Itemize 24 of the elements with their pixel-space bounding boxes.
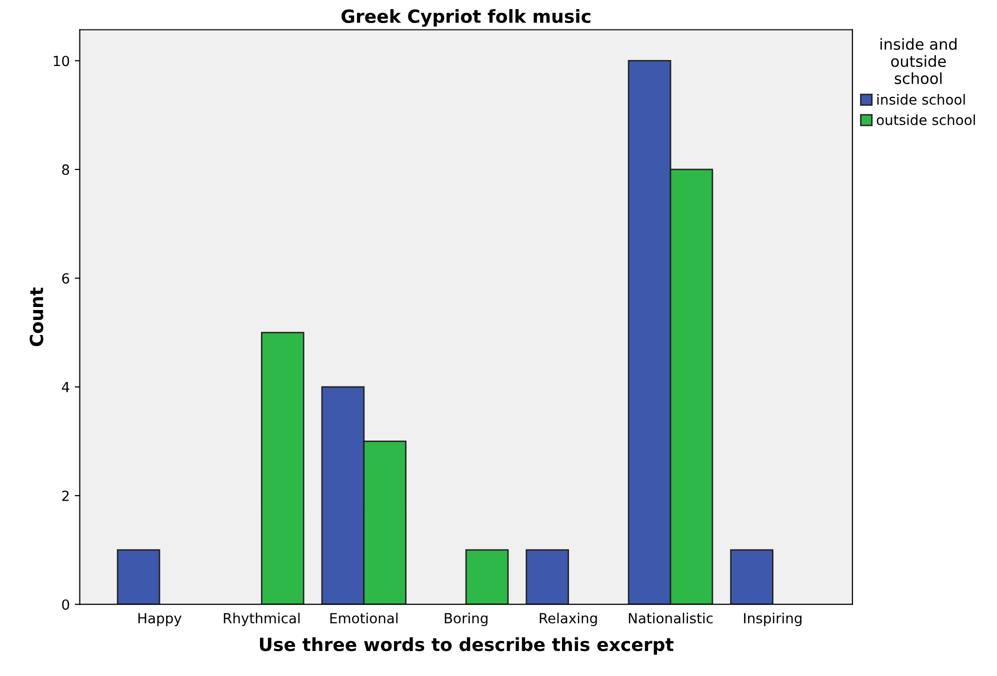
- legend-label: outside school: [876, 114, 975, 126]
- y-axis-title: Count: [30, 287, 44, 346]
- bar: [116, 549, 160, 604]
- y-tick-label: 4: [62, 382, 70, 392]
- y-tick-label: 2: [62, 490, 69, 501]
- x-axis-title: Use three words to describe this excerpt: [260, 637, 674, 655]
- bar: [526, 549, 569, 604]
- x-tick-label: Emotional: [330, 612, 398, 624]
- y-tick-label: 0: [62, 599, 70, 610]
- bar: [260, 332, 304, 604]
- y-tick-label: 8: [62, 164, 70, 175]
- y-tick-label: 10: [54, 56, 70, 66]
- bar: [730, 549, 774, 604]
- x-tick-label: Inspiring: [744, 612, 802, 626]
- bar: [465, 549, 509, 604]
- x-tick-label: Nationalistic: [628, 612, 713, 624]
- y-tick-label: 6: [62, 273, 70, 284]
- x-tick-label: Relaxing: [540, 612, 597, 626]
- legend-label: inside school: [877, 94, 965, 105]
- x-tick-label: Rhythmical: [224, 612, 300, 626]
- x-tick-label: Boring: [444, 612, 488, 626]
- x-tick-label: Happy: [138, 613, 182, 626]
- chart-title: Greek Cypriot folk music: [342, 9, 590, 27]
- legend-title: inside and outside school: [880, 38, 957, 84]
